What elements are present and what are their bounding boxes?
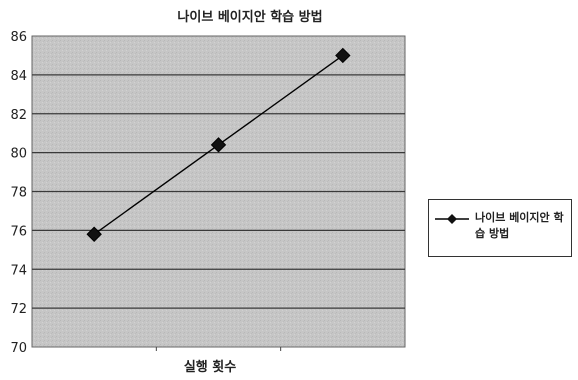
y-tick-label: 70 <box>10 341 27 356</box>
y-tick-label: 78 <box>10 186 27 201</box>
y-tick-label: 86 <box>10 30 27 45</box>
legend-marker-icon <box>435 214 469 224</box>
x-axis-label: 실행 횟수 <box>183 360 237 375</box>
legend: 나이브 베이지안 학습 방법 <box>428 199 572 257</box>
x-axis-ticks <box>155 347 282 351</box>
y-tick-label: 74 <box>10 263 27 278</box>
y-tick-label: 80 <box>10 147 27 162</box>
data-point-1 <box>86 226 102 242</box>
data-point-2 <box>210 137 227 153</box>
y-tick-label: 84 <box>10 69 27 84</box>
legend-label: 나이브 베이지안 학습 방법 <box>475 211 564 240</box>
y-tick-label: 76 <box>10 224 27 239</box>
chart-title: 나이브 베이지안 학습 방법 <box>177 10 323 25</box>
y-tick-label: 82 <box>10 108 27 123</box>
series-layer <box>86 47 351 242</box>
y-tick-label: 72 <box>10 302 27 317</box>
gridlines <box>32 74 405 309</box>
data-point-3 <box>335 47 351 64</box>
y-axis-ticks: 70 72 74 76 78 80 82 84 86 <box>10 30 27 356</box>
